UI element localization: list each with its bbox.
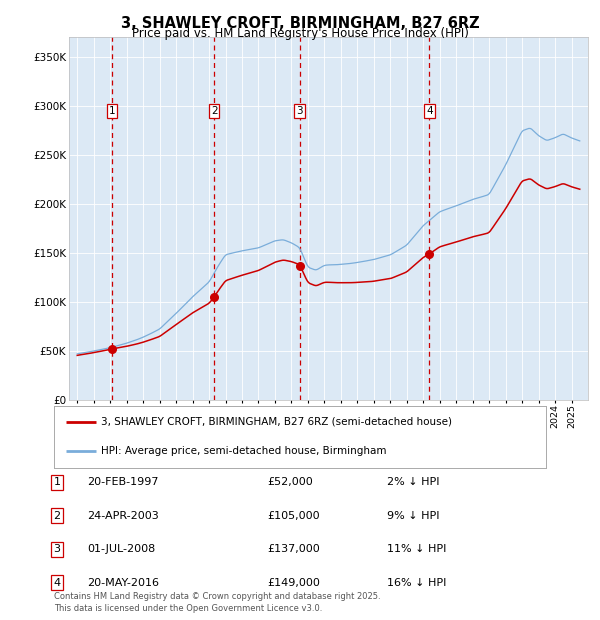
Text: 4: 4 [53,578,61,588]
Text: £137,000: £137,000 [267,544,320,554]
Text: 1: 1 [109,106,115,116]
Text: Contains HM Land Registry data © Crown copyright and database right 2025.
This d: Contains HM Land Registry data © Crown c… [54,591,380,613]
Text: 20-MAY-2016: 20-MAY-2016 [87,578,159,588]
Text: 16% ↓ HPI: 16% ↓ HPI [387,578,446,588]
Text: 3, SHAWLEY CROFT, BIRMINGHAM, B27 6RZ: 3, SHAWLEY CROFT, BIRMINGHAM, B27 6RZ [121,16,479,31]
Text: 3: 3 [53,544,61,554]
Text: 2% ↓ HPI: 2% ↓ HPI [387,477,439,487]
Text: 3: 3 [296,106,303,116]
Text: 20-FEB-1997: 20-FEB-1997 [87,477,158,487]
Text: 9% ↓ HPI: 9% ↓ HPI [387,511,439,521]
Text: 24-APR-2003: 24-APR-2003 [87,511,159,521]
Text: 11% ↓ HPI: 11% ↓ HPI [387,544,446,554]
Text: 2: 2 [211,106,217,116]
Text: 01-JUL-2008: 01-JUL-2008 [87,544,155,554]
Text: Price paid vs. HM Land Registry's House Price Index (HPI): Price paid vs. HM Land Registry's House … [131,27,469,40]
Text: 4: 4 [426,106,433,116]
Text: £52,000: £52,000 [267,477,313,487]
Text: 2: 2 [53,511,61,521]
Text: HPI: Average price, semi-detached house, Birmingham: HPI: Average price, semi-detached house,… [101,446,386,456]
Text: 1: 1 [53,477,61,487]
Text: £105,000: £105,000 [267,511,320,521]
Text: £149,000: £149,000 [267,578,320,588]
Text: 3, SHAWLEY CROFT, BIRMINGHAM, B27 6RZ (semi-detached house): 3, SHAWLEY CROFT, BIRMINGHAM, B27 6RZ (s… [101,417,452,427]
